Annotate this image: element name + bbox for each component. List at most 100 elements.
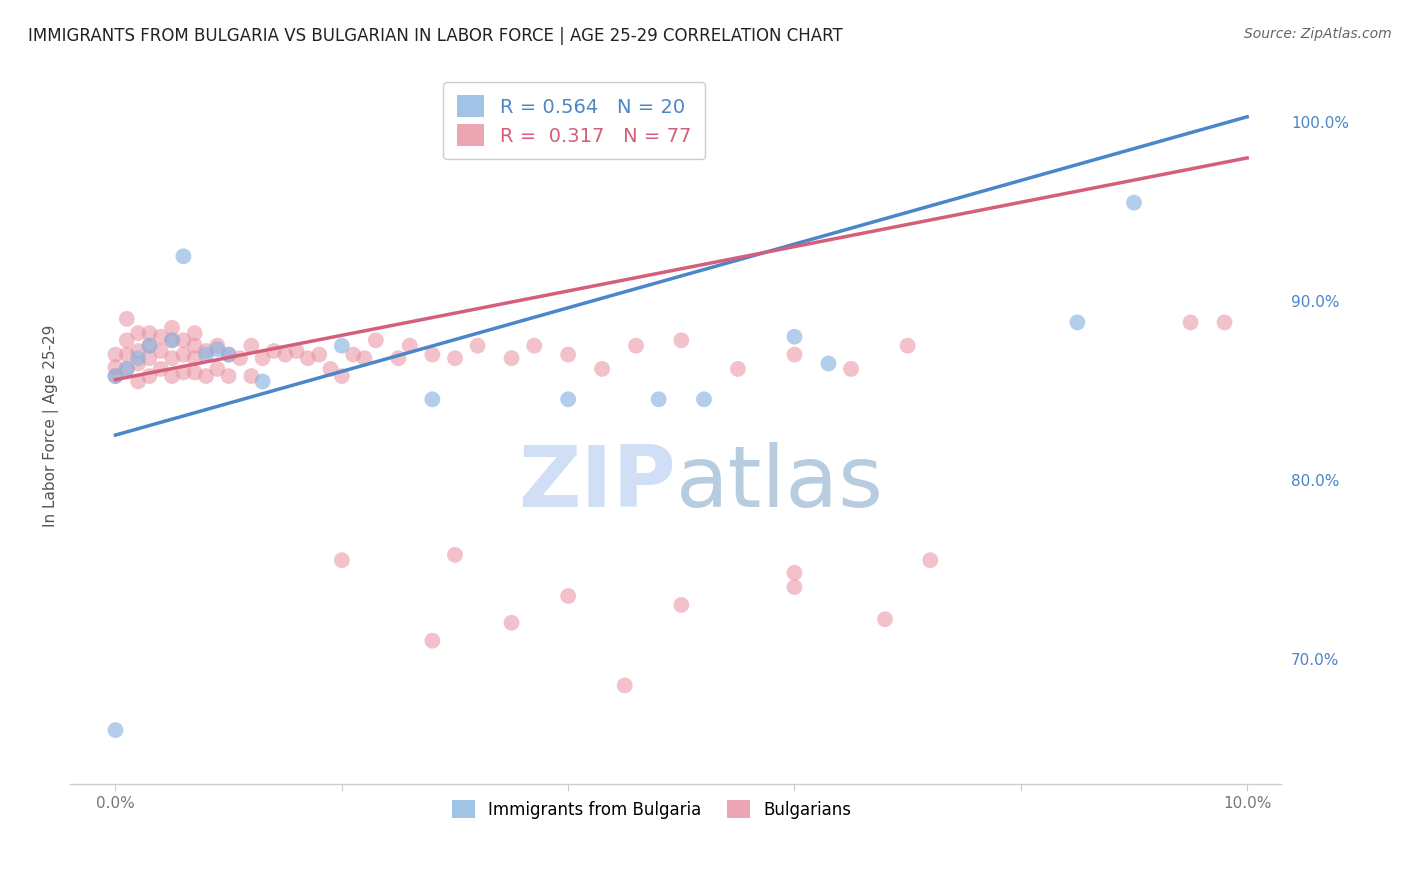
Point	[127, 357, 149, 371]
Point	[501, 615, 523, 630]
Point	[149, 344, 172, 359]
Point	[693, 392, 716, 407]
Point	[557, 392, 579, 407]
Legend: Immigrants from Bulgaria, Bulgarians: Immigrants from Bulgaria, Bulgarians	[444, 794, 858, 825]
Point	[783, 329, 806, 343]
Point	[342, 348, 364, 362]
Point	[817, 357, 839, 371]
Point	[671, 334, 693, 348]
Point	[783, 566, 806, 580]
Point	[138, 339, 160, 353]
Point	[218, 369, 240, 384]
Point	[839, 362, 862, 376]
Point	[104, 348, 127, 362]
Text: ZIP: ZIP	[517, 442, 676, 524]
Point	[207, 343, 229, 357]
Point	[647, 392, 669, 407]
Point	[1123, 195, 1146, 210]
Point	[127, 326, 149, 340]
Point	[195, 369, 218, 384]
Point	[160, 351, 183, 366]
Point	[1180, 315, 1202, 329]
Point	[274, 348, 297, 362]
Point	[218, 348, 240, 362]
Y-axis label: In Labor Force | Age 25-29: In Labor Force | Age 25-29	[44, 325, 59, 527]
Point	[160, 334, 183, 348]
Point	[285, 344, 308, 359]
Point	[149, 362, 172, 376]
Point	[727, 362, 749, 376]
Point	[252, 351, 274, 366]
Point	[138, 351, 160, 366]
Point	[149, 329, 172, 343]
Point	[172, 366, 194, 380]
Point	[195, 344, 218, 359]
Point	[444, 351, 467, 366]
Point	[920, 553, 942, 567]
Point	[127, 351, 149, 366]
Point	[783, 348, 806, 362]
Point	[330, 339, 353, 353]
Point	[172, 334, 194, 348]
Point	[783, 580, 806, 594]
Point	[138, 369, 160, 384]
Point	[240, 339, 263, 353]
Text: atlas: atlas	[676, 442, 883, 524]
Point	[183, 339, 205, 353]
Point	[138, 326, 160, 340]
Point	[229, 351, 252, 366]
Point	[467, 339, 489, 353]
Point	[207, 339, 229, 353]
Point	[127, 375, 149, 389]
Point	[252, 375, 274, 389]
Point	[591, 362, 613, 376]
Point	[104, 369, 127, 384]
Point	[353, 351, 375, 366]
Point	[218, 348, 240, 362]
Point	[160, 320, 183, 334]
Point	[613, 678, 636, 692]
Point	[557, 348, 579, 362]
Point	[671, 598, 693, 612]
Point	[172, 249, 194, 263]
Point	[308, 348, 330, 362]
Point	[398, 339, 420, 353]
Point	[207, 362, 229, 376]
Point	[1066, 315, 1088, 329]
Point	[160, 334, 183, 348]
Point	[364, 334, 387, 348]
Point	[183, 351, 205, 366]
Point	[422, 348, 444, 362]
Point	[104, 369, 127, 384]
Point	[115, 311, 138, 326]
Point	[1213, 315, 1236, 329]
Point	[115, 362, 138, 376]
Point	[387, 351, 409, 366]
Point	[624, 339, 647, 353]
Point	[104, 723, 127, 737]
Point	[557, 589, 579, 603]
Point	[138, 339, 160, 353]
Point	[330, 369, 353, 384]
Text: Source: ZipAtlas.com: Source: ZipAtlas.com	[1244, 27, 1392, 41]
Point	[422, 392, 444, 407]
Point	[319, 362, 342, 376]
Point	[330, 553, 353, 567]
Point	[195, 348, 218, 362]
Point	[127, 344, 149, 359]
Point	[240, 369, 263, 384]
Point	[422, 633, 444, 648]
Point	[873, 612, 896, 626]
Point	[297, 351, 319, 366]
Point	[160, 369, 183, 384]
Point	[183, 326, 205, 340]
Point	[501, 351, 523, 366]
Point	[523, 339, 546, 353]
Point	[115, 334, 138, 348]
Point	[104, 360, 127, 375]
Text: IMMIGRANTS FROM BULGARIA VS BULGARIAN IN LABOR FORCE | AGE 25-29 CORRELATION CHA: IMMIGRANTS FROM BULGARIA VS BULGARIAN IN…	[28, 27, 842, 45]
Point	[115, 362, 138, 376]
Point	[183, 366, 205, 380]
Point	[172, 348, 194, 362]
Point	[897, 339, 920, 353]
